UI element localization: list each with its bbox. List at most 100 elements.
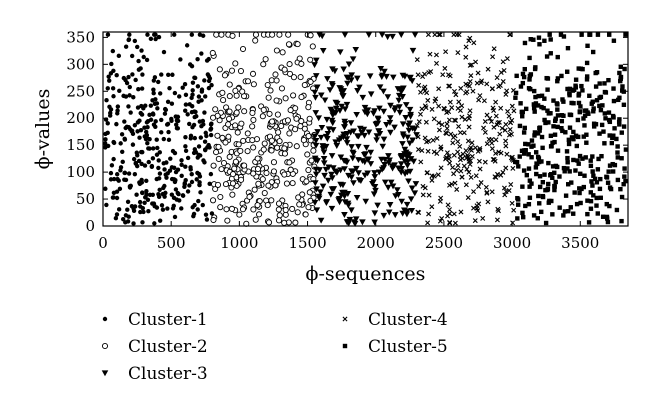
data-point	[353, 165, 360, 172]
data-point	[183, 92, 189, 98]
data-point	[371, 219, 378, 226]
data-point	[408, 207, 416, 214]
series-cluster-2	[209, 31, 318, 227]
data-point	[123, 44, 129, 49]
data-point	[207, 181, 212, 187]
data-point	[286, 61, 293, 68]
data-point	[409, 137, 416, 144]
data-point	[453, 92, 459, 98]
data-point	[464, 152, 470, 158]
data-point	[319, 146, 327, 153]
data-point	[267, 87, 274, 94]
data-point	[539, 159, 544, 164]
data-point	[489, 140, 495, 146]
data-point	[505, 108, 511, 114]
data-point	[504, 88, 510, 94]
data-point	[522, 151, 527, 156]
data-point	[527, 184, 532, 189]
data-point	[548, 133, 554, 139]
data-point	[131, 156, 137, 162]
data-point	[471, 189, 477, 195]
data-point	[531, 143, 536, 148]
data-point	[550, 164, 556, 169]
data-point	[318, 124, 326, 131]
data-point	[425, 220, 431, 226]
data-point	[559, 73, 564, 79]
data-point	[359, 94, 367, 101]
data-point	[607, 133, 612, 138]
data-point	[547, 32, 552, 37]
data-point	[159, 72, 164, 77]
data-point	[597, 81, 602, 86]
data-point	[105, 32, 111, 37]
y-axis-label: ϕ-values	[32, 89, 54, 170]
data-point	[467, 108, 473, 114]
data-point	[118, 165, 124, 170]
legend-marker	[342, 316, 348, 322]
data-point	[444, 125, 450, 131]
data-point	[416, 82, 422, 88]
data-point	[171, 195, 177, 201]
data-point	[107, 78, 112, 83]
data-point	[414, 57, 420, 63]
data-point	[196, 99, 201, 104]
data-point	[425, 32, 431, 38]
data-point	[189, 172, 194, 177]
data-point	[238, 176, 245, 183]
data-point	[578, 104, 583, 109]
data-point	[439, 216, 445, 222]
data-point	[114, 195, 120, 201]
data-point	[200, 33, 206, 38]
data-point	[104, 202, 109, 208]
data-point	[172, 90, 178, 96]
data-point	[622, 66, 627, 72]
data-point	[343, 140, 351, 147]
data-point	[579, 186, 584, 192]
data-point	[317, 189, 324, 196]
data-point	[328, 205, 336, 212]
data-point	[325, 164, 333, 171]
data-point	[192, 135, 198, 141]
legend-item: Cluster-3	[101, 364, 208, 384]
data-point	[110, 48, 116, 54]
data-point	[592, 176, 598, 182]
data-point	[561, 99, 566, 104]
data-point	[281, 150, 289, 157]
data-point	[357, 178, 365, 184]
data-point	[473, 173, 479, 179]
data-point	[160, 207, 166, 212]
data-point	[516, 197, 521, 202]
data-point	[260, 61, 267, 68]
data-point	[573, 83, 578, 88]
data-point	[533, 131, 538, 136]
data-point	[514, 160, 520, 165]
data-point	[590, 99, 595, 104]
data-point	[490, 157, 496, 163]
data-point	[428, 69, 434, 75]
data-point	[365, 32, 373, 38]
data-point	[457, 130, 463, 136]
data-point	[584, 77, 590, 82]
data-point	[418, 159, 424, 165]
data-point	[436, 32, 442, 38]
data-point	[241, 108, 248, 115]
data-point	[575, 134, 581, 140]
data-point	[524, 106, 529, 112]
data-point	[418, 89, 424, 95]
data-point	[344, 191, 352, 197]
data-point	[509, 117, 515, 123]
data-point	[457, 108, 463, 114]
data-point	[361, 132, 368, 139]
data-point	[578, 66, 584, 71]
data-point	[449, 105, 455, 111]
data-point	[199, 51, 204, 56]
data-point	[114, 212, 120, 217]
data-point	[367, 91, 375, 98]
data-point	[577, 186, 582, 191]
data-point	[591, 109, 596, 114]
legend-item: Cluster-1	[102, 310, 208, 330]
data-point	[142, 134, 147, 139]
data-point	[604, 175, 610, 180]
data-point	[389, 165, 396, 172]
data-point	[379, 143, 387, 150]
